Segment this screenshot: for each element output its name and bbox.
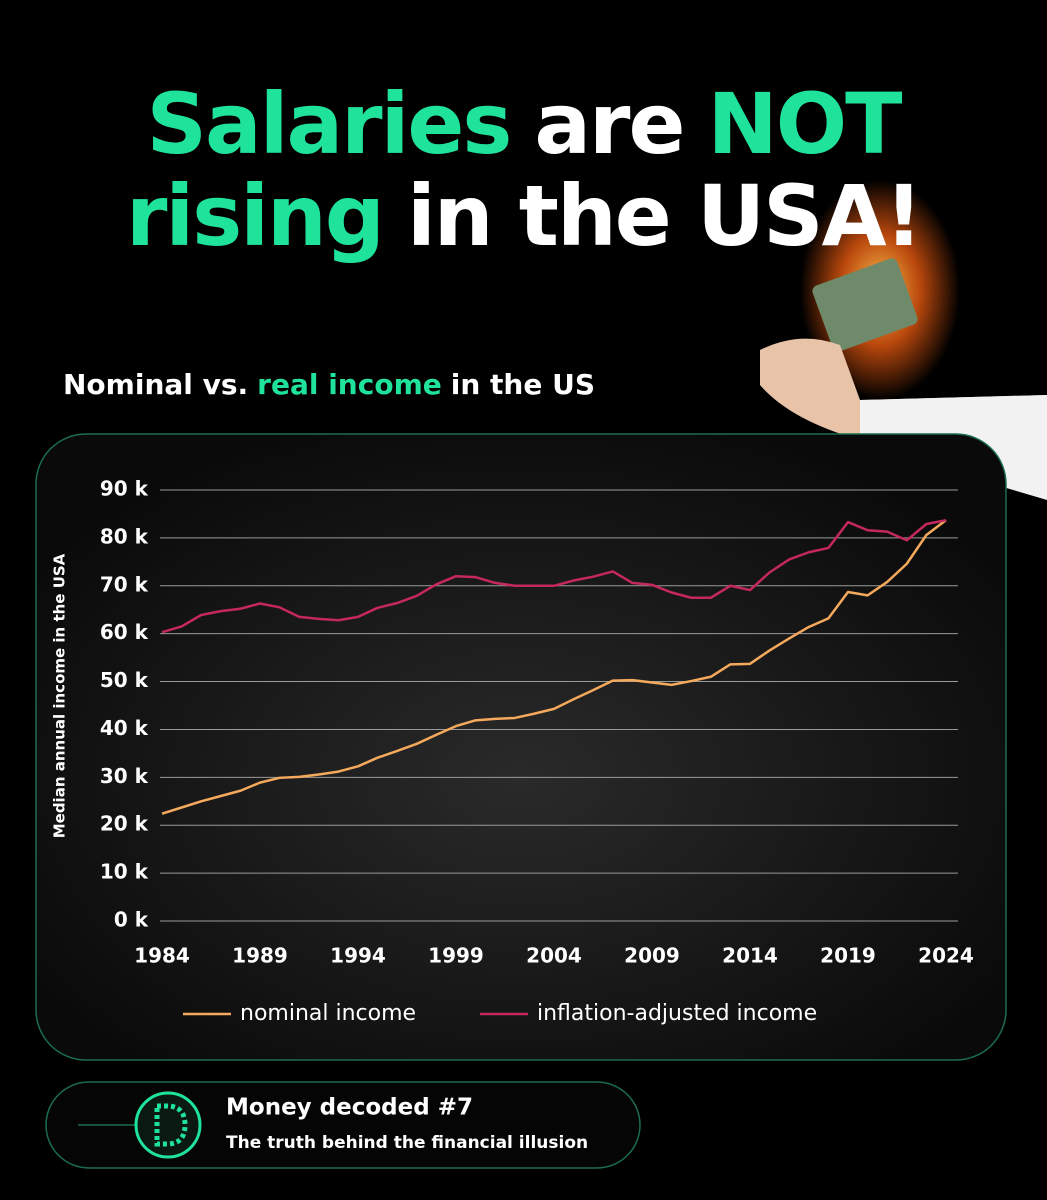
money-decoration bbox=[812, 258, 918, 352]
y-tick-label: 60 k bbox=[100, 620, 149, 644]
y-axis-label: Median annual income in the USA bbox=[51, 553, 69, 838]
footer-pill bbox=[45, 1081, 641, 1169]
x-tick-label: 1994 bbox=[330, 944, 386, 968]
subtitle-word: real income bbox=[257, 368, 442, 401]
chart-subtitle: Nominal vs. real income in the US bbox=[63, 368, 604, 401]
y-tick-label: 80 k bbox=[100, 524, 149, 548]
subtitle-word: Nominal vs. bbox=[63, 368, 249, 401]
x-tick-label: 2024 bbox=[918, 944, 974, 968]
y-tick-label: 40 k bbox=[100, 716, 149, 740]
footer-title: Money decoded #7 bbox=[226, 1095, 473, 1121]
headline-line: Salaries are NOT bbox=[0, 78, 1047, 170]
y-tick-label: 50 k bbox=[100, 668, 149, 692]
footer-subtitle: The truth behind the financial illusion bbox=[226, 1133, 588, 1153]
series-line bbox=[161, 518, 947, 634]
x-tick-label: 2019 bbox=[820, 944, 876, 968]
subtitle-word: in the US bbox=[450, 368, 595, 401]
series-line bbox=[161, 519, 947, 815]
y-tick-label: 0 k bbox=[114, 908, 149, 932]
y-tick-label: 30 k bbox=[100, 764, 149, 788]
headline-word: are bbox=[534, 75, 685, 173]
headline-word: NOT bbox=[707, 75, 902, 173]
headline-word: in the USA! bbox=[406, 167, 923, 265]
y-tick-label: 10 k bbox=[100, 860, 149, 884]
x-tick-label: 1999 bbox=[428, 944, 484, 968]
x-tick-label: 1989 bbox=[232, 944, 288, 968]
legend-label: nominal income bbox=[240, 1001, 416, 1026]
logo-ring bbox=[134, 1091, 202, 1159]
chart-panel bbox=[35, 433, 1007, 1061]
x-tick-label: 2004 bbox=[526, 944, 582, 968]
x-tick-label: 1984 bbox=[134, 944, 190, 968]
headline-line: rising in the USA! bbox=[0, 170, 1047, 262]
y-tick-label: 20 k bbox=[100, 812, 149, 836]
plot: 0 k 10 k 20 k 30 k 40 k 50 k 60 k 70 k 80 k 90 k 1… bbox=[100, 477, 974, 1027]
logo-letter bbox=[154, 1103, 188, 1147]
y-tick-label: 90 k bbox=[100, 477, 149, 501]
headline-word: rising bbox=[126, 167, 385, 265]
x-tick-label: 2009 bbox=[624, 944, 680, 968]
headline-word: Salaries bbox=[146, 75, 513, 173]
legend-label: inflation-adjusted income bbox=[537, 1001, 817, 1026]
headline: Salaries are NOT rising in the USA! bbox=[0, 78, 1047, 262]
x-tick-label: 2014 bbox=[722, 944, 778, 968]
y-tick-label: 70 k bbox=[100, 572, 149, 596]
